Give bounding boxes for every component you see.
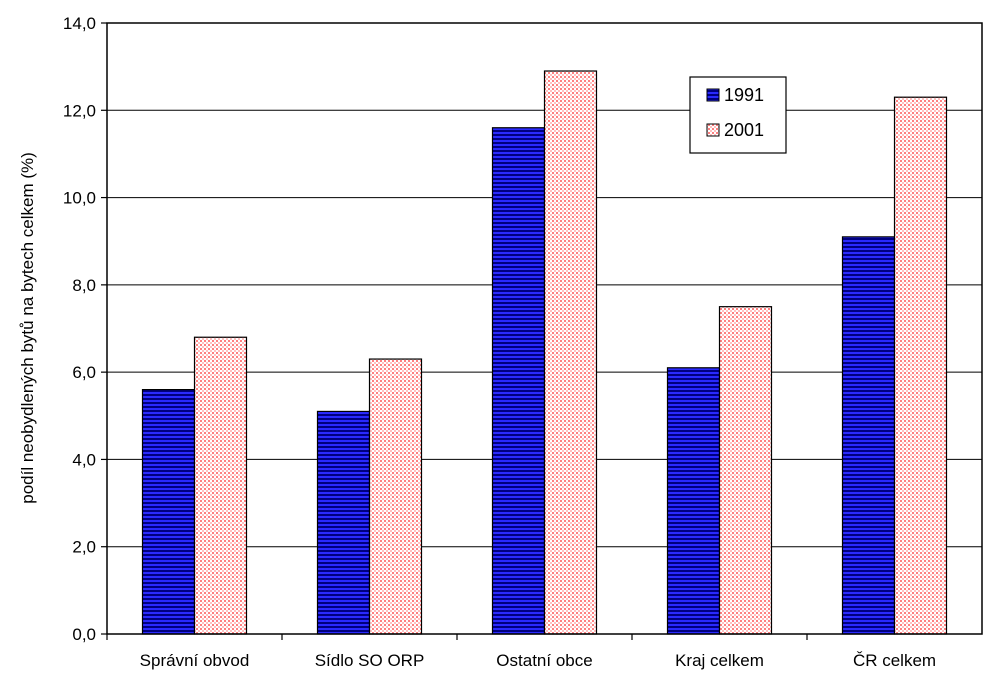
y-tick-label: 14,0 <box>63 14 96 33</box>
bar-2001 <box>893 96 948 635</box>
plot-area-frame <box>106 22 983 635</box>
y-tick-label: 12,0 <box>63 101 96 120</box>
x-category-label: Správní obvod <box>140 651 250 670</box>
bar-1991 <box>666 367 721 635</box>
bar-1991 <box>491 127 546 635</box>
bar-2001 <box>193 336 248 635</box>
bar-2001 <box>543 70 598 635</box>
bar-2001 <box>718 306 773 635</box>
y-tick-label: 6,0 <box>72 363 96 382</box>
bar-1991 <box>316 410 371 635</box>
x-category-labels: Správní obvod Sídlo SO ORP Ostatní obce Kra… <box>106 634 936 670</box>
bars <box>141 70 948 635</box>
y-tick-label: 4,0 <box>72 450 96 469</box>
legend-swatch-2001 <box>706 123 720 137</box>
legend-box <box>689 76 787 154</box>
x-category-label: Sídlo SO ORP <box>315 651 425 670</box>
y-tick-label: 2,0 <box>72 538 96 557</box>
bar-1991 <box>841 236 896 635</box>
bar-1991 <box>141 389 196 635</box>
legend: 1991 2001 <box>689 76 787 154</box>
legend-label-1991: 1991 <box>724 85 764 105</box>
legend-swatch-1991 <box>706 88 720 102</box>
x-category-label: Ostatní obce <box>496 651 592 670</box>
y-tick-label: 0,0 <box>72 625 96 644</box>
legend-label-2001: 2001 <box>724 120 764 140</box>
x-category-label: ČR celkem <box>853 651 936 670</box>
y-axis-label: podíl neobydlených bytů na bytech celkem… <box>18 152 37 504</box>
y-tick-label: 10,0 <box>63 189 96 208</box>
y-tick-label: 8,0 <box>72 276 96 295</box>
x-category-label: Kraj celkem <box>675 651 764 670</box>
bar-2001 <box>368 358 423 635</box>
y-tick-labels: 0,0 2,0 4,0 6,0 8,0 10,0 12,0 14,0 <box>63 14 107 644</box>
